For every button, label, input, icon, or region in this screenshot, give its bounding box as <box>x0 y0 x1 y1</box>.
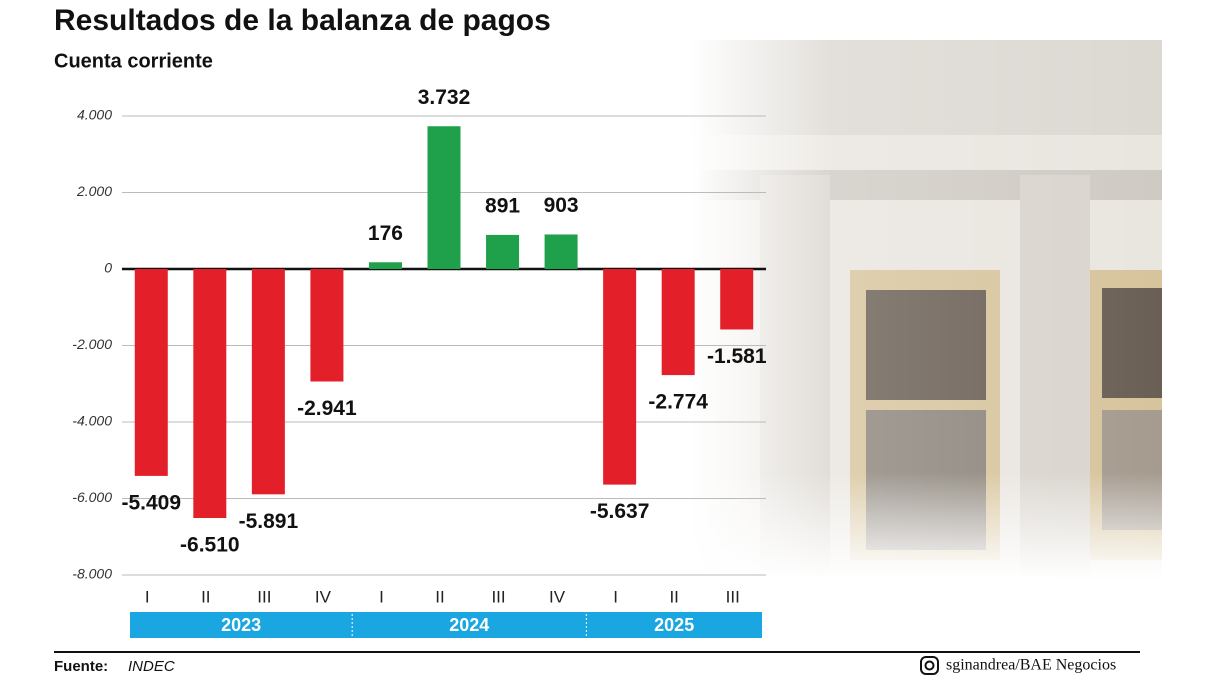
value-label: -6.510 <box>180 534 240 557</box>
bar <box>544 234 578 269</box>
chart-title: Resultados de la balanza de pagos <box>54 4 551 37</box>
bar <box>486 234 520 269</box>
bar <box>134 269 168 476</box>
bar <box>251 269 285 495</box>
bar <box>603 269 637 485</box>
x-tick-label: II <box>201 587 210 606</box>
bar <box>193 269 227 519</box>
credit: sginandrea/BAE Negocios <box>946 657 1116 674</box>
year-label: 2023 <box>221 615 261 635</box>
x-tick-label: III <box>726 587 740 606</box>
value-label: -5.409 <box>121 491 181 514</box>
value-label: -2.774 <box>648 391 708 414</box>
x-tick-label: III <box>257 587 271 606</box>
x-tick-label: I <box>613 587 618 606</box>
bar <box>310 269 344 382</box>
x-tick-label: I <box>379 587 384 606</box>
chart-subtitle: Cuenta corriente <box>54 50 213 72</box>
x-tick-label: II <box>435 587 444 606</box>
y-tick-label: -8.000 <box>72 566 112 582</box>
instagram-icon <box>920 656 939 675</box>
year-label: 2024 <box>449 615 489 635</box>
bar <box>720 269 754 330</box>
y-tick-label: -4.000 <box>72 413 112 429</box>
value-label: -2.941 <box>297 397 357 420</box>
value-label: -5.891 <box>239 510 299 533</box>
source: INDEC <box>128 658 175 675</box>
x-tick-label: IV <box>549 587 566 606</box>
year-strip <box>130 612 762 638</box>
y-tick-label: -2.000 <box>72 336 112 352</box>
x-tick-label: I <box>145 587 150 606</box>
year-label: 2025 <box>654 615 694 635</box>
y-tick-label: -6.000 <box>72 489 112 505</box>
value-label: 891 <box>485 194 520 217</box>
value-label: -5.637 <box>590 500 650 523</box>
value-label: 176 <box>368 222 403 245</box>
value-label: 3.732 <box>418 86 471 109</box>
x-tick-label: III <box>491 587 505 606</box>
x-tick-label: II <box>669 587 678 606</box>
y-tick-label: 2.000 <box>76 183 112 199</box>
source-label: Fuente: <box>54 658 108 675</box>
bar <box>368 262 402 269</box>
x-tick-label: IV <box>315 587 332 606</box>
background-photo <box>690 40 1162 580</box>
value-label: -1.581 <box>707 345 767 368</box>
bar <box>661 269 695 376</box>
bar <box>427 126 461 269</box>
value-label: 903 <box>544 194 579 217</box>
y-tick-label: 4.000 <box>77 107 112 123</box>
y-tick-label: 0 <box>104 260 112 276</box>
